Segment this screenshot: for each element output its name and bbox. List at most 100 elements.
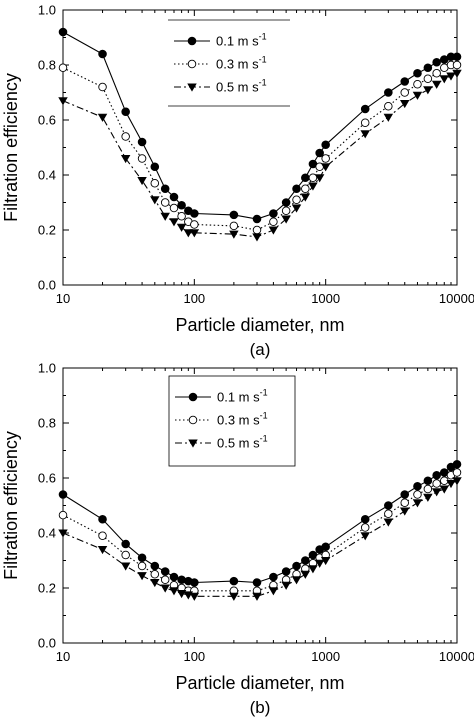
x-tick-label: 1000 — [311, 649, 340, 664]
y-tick-label: 0.6 — [38, 471, 56, 486]
data-point — [446, 480, 456, 489]
data-point — [400, 77, 410, 86]
data-point — [190, 220, 199, 229]
series-3 — [58, 477, 462, 601]
data-point — [291, 204, 302, 213]
data-point — [120, 562, 131, 571]
data-point — [423, 74, 433, 83]
data-point — [300, 570, 311, 579]
data-point — [292, 561, 301, 571]
data-point — [413, 490, 422, 499]
data-point — [229, 210, 239, 220]
data-point — [229, 230, 239, 239]
data-point — [452, 468, 462, 477]
data-point — [160, 567, 170, 576]
series-line — [62, 72, 458, 238]
data-point — [269, 572, 278, 582]
series-2 — [58, 468, 462, 596]
data-point — [308, 565, 318, 574]
data-point — [446, 72, 456, 81]
legend-label: 0.3 m s-1 — [217, 411, 268, 428]
data-point — [301, 184, 310, 193]
data-point — [252, 214, 262, 224]
data-point — [384, 501, 393, 510]
data-point — [97, 546, 108, 555]
data-point — [432, 479, 441, 488]
data-point — [321, 154, 330, 163]
data-point — [281, 567, 291, 576]
data-point — [160, 584, 170, 593]
data-point — [314, 559, 325, 568]
data-point — [301, 556, 310, 565]
legend-label-exponent: -1 — [260, 411, 268, 421]
data-point — [58, 63, 68, 73]
series-2 — [58, 60, 462, 235]
data-point — [308, 182, 318, 191]
data-point — [383, 113, 394, 122]
y-tick-label: 0.2 — [38, 581, 56, 596]
data-point — [268, 587, 279, 596]
data-point — [121, 132, 130, 141]
data-point — [400, 490, 410, 499]
y-tick-label: 1.0 — [38, 3, 56, 18]
data-point — [360, 118, 370, 127]
legend-label-exponent: -1 — [259, 55, 267, 65]
series-3 — [58, 69, 462, 242]
data-point — [301, 173, 310, 183]
data-point — [176, 223, 187, 232]
data-point — [412, 499, 423, 508]
y-tick-label: 0.6 — [38, 113, 56, 128]
legend-label: 0.1 m s-1 — [217, 388, 268, 405]
legend-label-text: 0.5 m s — [216, 80, 259, 95]
legend-label-text: 0.3 m s — [217, 413, 260, 428]
data-point — [150, 178, 160, 188]
data-point — [137, 177, 147, 186]
data-point — [58, 510, 68, 520]
data-point — [229, 576, 239, 586]
data-point — [98, 49, 107, 59]
legend-marker — [188, 392, 198, 402]
data-point — [315, 148, 324, 158]
data-point — [97, 113, 108, 122]
data-point — [400, 100, 410, 109]
data-point — [183, 229, 194, 238]
data-point — [300, 193, 311, 202]
panel-label: (b) — [250, 698, 271, 717]
data-point — [384, 509, 393, 519]
data-point — [169, 203, 179, 213]
data-point — [281, 206, 291, 215]
data-point — [400, 88, 409, 97]
data-point — [360, 523, 370, 532]
panel-label: (a) — [250, 340, 271, 359]
data-point — [360, 104, 370, 114]
data-point — [360, 532, 370, 541]
data-point — [321, 140, 330, 150]
data-point — [452, 459, 462, 469]
data-point — [413, 68, 422, 78]
data-point — [423, 476, 433, 486]
data-point — [58, 97, 68, 106]
data-point — [169, 572, 179, 582]
legend-label: 0.1 m s-1 — [216, 32, 267, 49]
x-tick-label: 10000 — [439, 649, 474, 664]
data-point — [269, 209, 278, 218]
data-point — [439, 485, 449, 494]
data-point — [98, 531, 107, 541]
data-point — [423, 493, 433, 502]
data-point — [150, 561, 160, 571]
data-point — [137, 137, 147, 147]
data-point — [400, 498, 409, 508]
data-point — [314, 174, 325, 183]
panel-a: 0.0 0.2 0.4 0.6 0.8 1.0 10 100 1000 10000 Particle… — [1, 3, 474, 360]
data-point — [98, 82, 107, 92]
panel-b: 0.0 0.2 0.4 0.6 0.8 1.0 10 100 1000 10000 Particle… — [1, 361, 474, 718]
data-point — [98, 514, 107, 524]
data-point — [269, 217, 278, 226]
y-tick-label: 0.4 — [38, 168, 56, 183]
data-point — [252, 592, 262, 601]
data-point — [431, 80, 442, 89]
data-point — [452, 69, 462, 78]
data-point — [58, 490, 68, 499]
series-line — [62, 480, 458, 597]
